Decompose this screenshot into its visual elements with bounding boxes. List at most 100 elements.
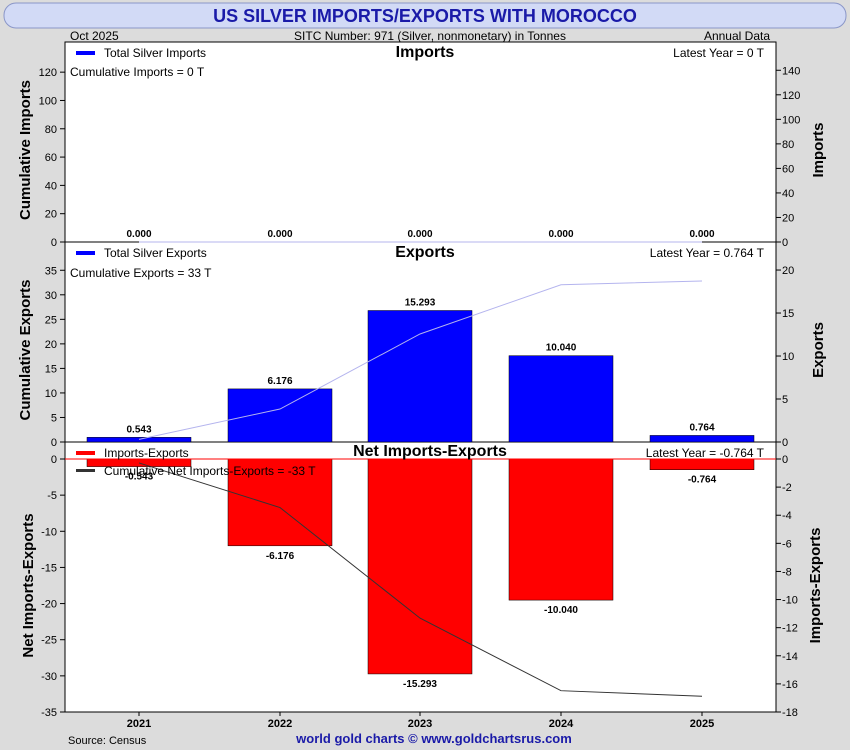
footer-credit: world gold charts © www.goldchartsrus.co…: [295, 731, 572, 746]
net-legend-label: Imports-Exports: [104, 446, 189, 460]
net-latest-label: Latest Year = -0.764 T: [646, 446, 765, 460]
net-value-label: -0.764: [688, 475, 717, 486]
title-bar: [3, 2, 847, 29]
x-tick-label: 2023: [408, 718, 432, 730]
net-right-tick-label: -4: [782, 510, 792, 522]
imports-right-tick-label: 60: [782, 163, 794, 175]
imports-value-label: 0.000: [548, 229, 573, 240]
net-cumulative-line: [138, 462, 703, 697]
imports-left-tick-label: 0: [51, 237, 57, 249]
exports-cumulative-line: [138, 280, 703, 440]
imports-left-tick-label: 120: [39, 67, 57, 79]
exports-bar: [367, 310, 473, 443]
imports-right-tick-label: 100: [782, 114, 800, 126]
chart-title: US SILVER IMPORTS/EXPORTS WITH MOROCCO: [213, 6, 637, 26]
x-tick-label: 2025: [690, 718, 714, 730]
imports-left-tick-label: 40: [45, 180, 57, 192]
exports-left-axis-title: Cumulative Exports: [17, 280, 34, 421]
exports-value-label: 0.764: [689, 422, 714, 433]
exports-left-tick-label: 25: [45, 314, 57, 326]
header-frequency: Annual Data: [704, 29, 770, 43]
exports-right-tick-label: 15: [782, 308, 794, 320]
imports-left-tick-label: 20: [45, 209, 57, 221]
exports-left-tick-label: 30: [45, 290, 57, 302]
exports-legend-swatch: [76, 251, 95, 255]
net-value-label: -6.176: [266, 551, 295, 562]
exports-left-tick-label: 10: [45, 388, 57, 400]
exports-right-tick-label: 5: [782, 394, 788, 406]
imports-value-label: 0.000: [689, 229, 714, 240]
net-legend-swatch: [76, 451, 95, 455]
net-left-tick-label: -15: [41, 562, 57, 574]
exports-bar: [508, 355, 614, 443]
net-right-tick-label: -14: [782, 651, 798, 663]
net-value-label: -15.293: [403, 679, 437, 690]
imports-right-tick-label: 120: [782, 90, 800, 102]
net-left-tick-label: 0: [51, 454, 57, 466]
x-tick-label: 2024: [549, 718, 574, 730]
exports-left-tick-label: 15: [45, 363, 57, 375]
exports-left-tick-label: 0: [51, 437, 57, 449]
exports-bar: [86, 437, 192, 443]
exports-left-tick-label: 5: [51, 412, 57, 424]
imports-value-label: 0.000: [407, 229, 432, 240]
net-right-tick-label: -12: [782, 623, 798, 635]
exports-right-axis-title: Exports: [810, 322, 827, 378]
imports-legend-swatch: [76, 51, 95, 55]
exports-value-label: 10.040: [546, 343, 577, 354]
net-left-tick-label: -25: [41, 635, 57, 647]
net-right-axis-title: Imports-Exports: [807, 528, 824, 644]
net-bar: [649, 458, 755, 470]
net-right-tick-label: -8: [782, 566, 792, 578]
exports-value-label: 6.176: [267, 376, 292, 387]
net-cumulative-legend-swatch: [76, 469, 95, 472]
imports-latest-label: Latest Year = 0 T: [673, 46, 765, 60]
exports-value-label: 15.293: [405, 298, 436, 309]
exports-legend-label: Total Silver Exports: [104, 246, 207, 260]
exports-right-tick-label: 20: [782, 265, 794, 277]
exports-bar: [649, 435, 755, 443]
net-right-tick-label: -16: [782, 679, 798, 691]
net-left-axis-title: Net Imports-Exports: [20, 513, 37, 657]
x-tick-label: 2022: [268, 718, 292, 730]
net-left-tick-label: -20: [41, 599, 57, 611]
net-bar: [367, 458, 473, 675]
exports-value-label: 0.543: [126, 424, 151, 435]
net-left-tick-label: -30: [41, 671, 57, 683]
net-panel: 0 -5 -10 -15 -20 -25 -30 -35 0 -2 -4 -6 -8 -10 -12 -14 -…: [20, 443, 824, 719]
footer-source: Source: Census: [68, 735, 147, 747]
x-tick-label: 2021: [127, 718, 151, 730]
net-left-tick-label: -10: [41, 526, 57, 538]
net-left-tick-label: -35: [41, 707, 57, 719]
imports-right-tick-label: 80: [782, 139, 794, 151]
imports-right-axis-title: Imports: [810, 122, 827, 177]
net-left-tick-label: -5: [47, 490, 57, 502]
net-right-tick-label: -10: [782, 595, 798, 607]
imports-left-axis-title: Cumulative Imports: [17, 80, 34, 220]
net-bar: [508, 458, 614, 601]
imports-right-tick-label: 140: [782, 65, 800, 77]
net-right-tick-label: 0: [782, 454, 788, 466]
net-value-label: -0.543: [125, 472, 154, 483]
imports-value-label: 0.000: [126, 229, 151, 240]
imports-right-tick-label: 0: [782, 237, 788, 249]
header-sitc: SITC Number: 971 (Silver, nonmonetary) i…: [294, 29, 566, 43]
exports-panel: 0 5 10 15 20 25 30 35 0 5 10 15 20 Cumulative Exports…: [17, 244, 827, 449]
net-right-tick-label: -2: [782, 482, 792, 494]
imports-panel: 0 20 40 60 80 100 120 0 20 40 60 80 100 120 140 Cumulat…: [17, 44, 827, 249]
exports-bar: [227, 388, 333, 443]
exports-left-tick-label: 35: [45, 265, 57, 277]
exports-right-tick-label: 10: [782, 351, 794, 363]
imports-cumulative-label: Cumulative Imports = 0 T: [70, 65, 205, 79]
net-right-tick-label: -6: [782, 538, 792, 550]
net-right-tick-label: -18: [782, 707, 798, 719]
exports-left-tick-label: 20: [45, 339, 57, 351]
header-date: Oct 2025: [70, 29, 119, 43]
exports-panel-title: Exports: [395, 244, 455, 261]
imports-left-tick-label: 100: [39, 95, 57, 107]
net-panel-title: Net Imports-Exports: [353, 443, 507, 460]
imports-left-tick-label: 80: [45, 124, 57, 136]
imports-panel-title: Imports: [396, 44, 455, 61]
imports-left-tick-label: 60: [45, 152, 57, 164]
imports-right-tick-label: 20: [782, 212, 794, 224]
